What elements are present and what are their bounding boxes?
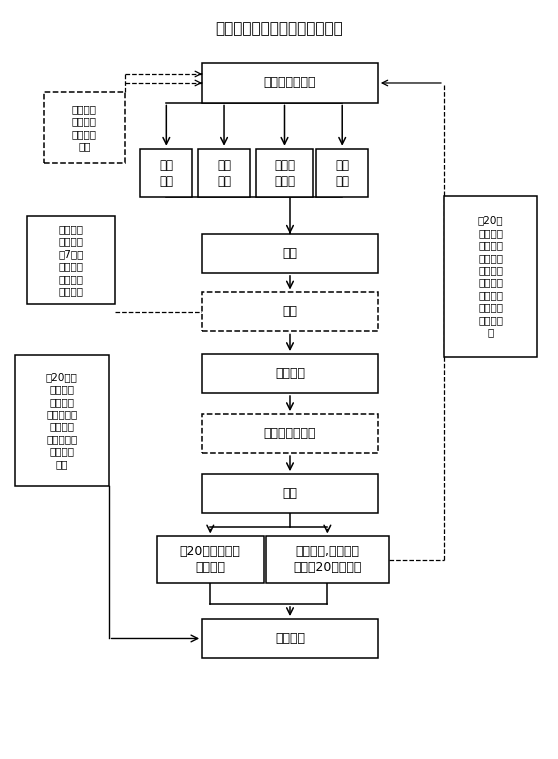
Text: 审核: 审核 — [282, 487, 297, 500]
FancyBboxPatch shape — [202, 619, 378, 658]
FancyBboxPatch shape — [157, 537, 264, 583]
FancyBboxPatch shape — [202, 414, 378, 453]
FancyBboxPatch shape — [198, 149, 250, 197]
FancyBboxPatch shape — [202, 64, 378, 102]
FancyBboxPatch shape — [202, 234, 378, 273]
FancyBboxPatch shape — [27, 216, 115, 304]
Text: 作出答复: 作出答复 — [275, 632, 305, 645]
FancyBboxPatch shape — [202, 474, 378, 513]
Text: 申请人提出申请: 申请人提出申请 — [264, 77, 316, 90]
FancyBboxPatch shape — [140, 149, 193, 197]
Text: 查找信息: 查找信息 — [275, 367, 305, 380]
FancyBboxPatch shape — [44, 92, 125, 163]
FancyBboxPatch shape — [15, 354, 109, 486]
FancyBboxPatch shape — [444, 196, 537, 357]
Text: 如需延期,延长期限
不超过20个工作日: 如需延期,延长期限 不超过20个工作日 — [293, 545, 362, 574]
FancyBboxPatch shape — [202, 292, 378, 332]
Text: 申请内容
不明确的
在7个工
作日内告
知申请人
进行补正: 申请内容 不明确的 在7个工 作日内告 知申请人 进行补正 — [59, 224, 84, 296]
FancyBboxPatch shape — [266, 537, 389, 583]
Text: 补正: 补正 — [282, 305, 297, 319]
Text: 政府网
站申请: 政府网 站申请 — [274, 159, 295, 187]
Text: 征求第三方意见: 征求第三方意见 — [264, 427, 316, 440]
FancyBboxPatch shape — [316, 149, 368, 197]
FancyBboxPatch shape — [256, 149, 314, 197]
Text: 政府信息依申请公开办理流程图: 政府信息依申请公开办理流程图 — [215, 20, 343, 36]
Text: 传真
申请: 传真 申请 — [335, 159, 349, 187]
Text: 在20个工作日内
完成办理: 在20个工作日内 完成办理 — [180, 545, 240, 574]
FancyBboxPatch shape — [202, 354, 378, 393]
Text: 登记: 登记 — [282, 247, 297, 260]
Text: 邮政
寄送: 邮政 寄送 — [217, 159, 231, 187]
Text: 在20个
工作日内
将书面形
式的《政
府信息公
开申请延
期答复告
知书》发
送给申请
人: 在20个 工作日内 将书面形 式的《政 府信息公 开申请延 期答复告 知书》发 … — [478, 216, 503, 337]
Text: 对不符要
求的申请
当面进行
补正: 对不符要 求的申请 当面进行 补正 — [72, 104, 97, 151]
Text: 当面
申请: 当面 申请 — [160, 159, 174, 187]
Text: 在20个工
作日内将
书面形式
的《政府信
息公开申
请答复书》
发送给申
请人: 在20个工 作日内将 书面形式 的《政府信 息公开申 请答复书》 发送给申 请人 — [46, 372, 78, 469]
